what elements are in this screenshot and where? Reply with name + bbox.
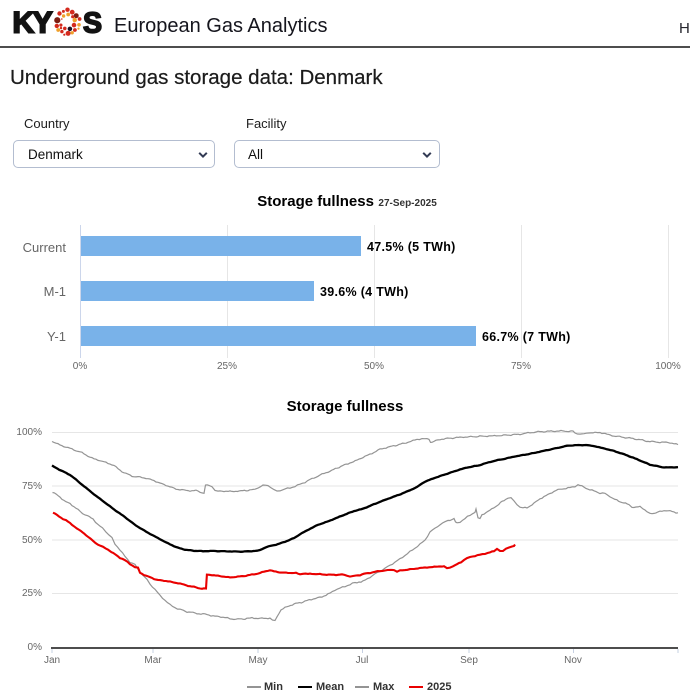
svg-text:S: S [83, 8, 102, 40]
svg-text:KY: KY [13, 7, 53, 40]
